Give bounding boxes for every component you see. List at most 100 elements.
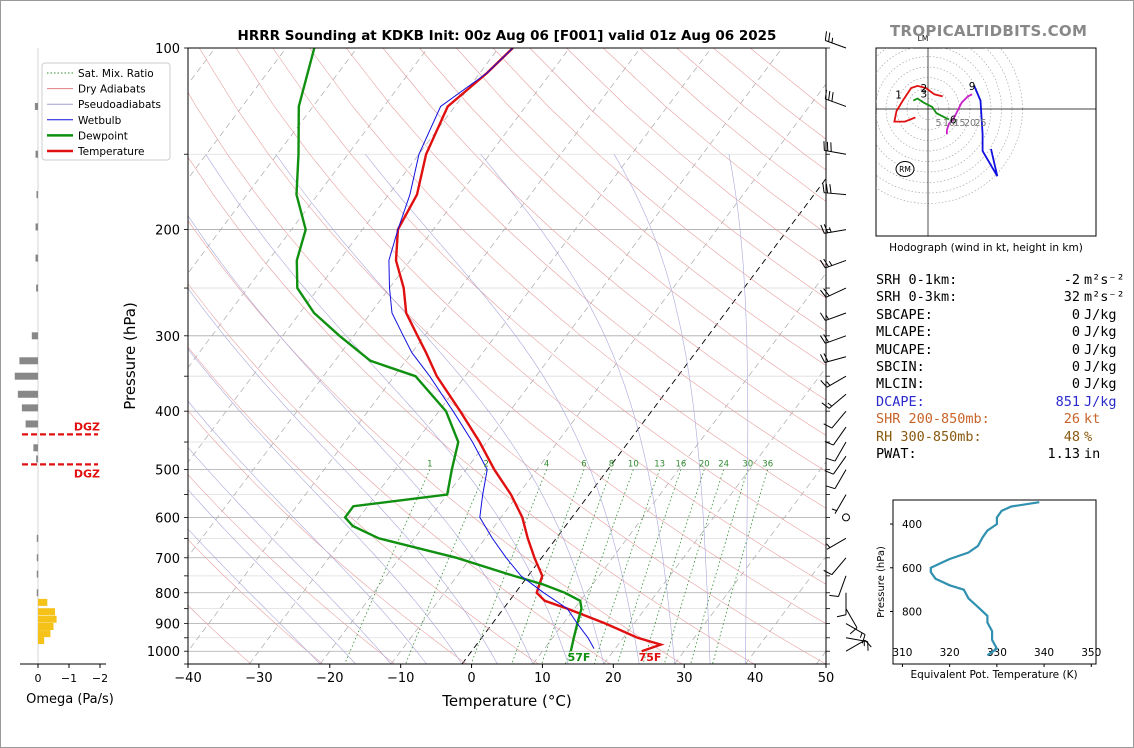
parameter-name: SRH 0-3km: <box>876 289 958 306</box>
hodograph-ring-label: 25 <box>974 118 986 129</box>
theta-e-x-tick-label: 330 <box>987 647 1007 659</box>
isotherm-line <box>461 177 826 664</box>
mixing-ratio-label: 30 <box>742 460 753 470</box>
dry-adiabat-line <box>529 48 826 299</box>
dry-adiabat-line <box>188 346 539 664</box>
wind-barb-staff <box>825 287 847 298</box>
surface-labels: 57F 75F <box>568 651 662 664</box>
mixing-ratio-label: 24 <box>718 460 729 470</box>
wind-barb-half <box>828 227 832 233</box>
hodograph-height-label: 2 <box>920 83 927 95</box>
mixing-ratio-label: 2 <box>483 460 488 470</box>
wind-barb-staff <box>845 639 866 652</box>
parameter-name: SHR 200-850mb: <box>876 411 990 428</box>
dry-adiabat-line <box>345 48 826 472</box>
mixing-ratio-labels: 1 2 4 6 8 10 13 16 20 24 30 36 <box>427 460 773 470</box>
omega-bar <box>35 223 38 231</box>
wind-barb-staff <box>845 623 866 636</box>
legend-box <box>41 62 171 161</box>
pseudoadiabat-line <box>188 489 356 664</box>
wind-barb-flag <box>823 423 833 429</box>
x-tick-label: 0 <box>467 671 475 686</box>
mixing-ratio-label: 1 <box>427 460 432 470</box>
wind-barb-flag <box>829 594 839 598</box>
dry-adiabat-line <box>272 48 826 547</box>
wind-barb-flag <box>828 32 831 42</box>
x-axis-ticks: −40 −30 −20 −10 0 10 20 30 40 50 <box>174 664 834 686</box>
isotherm-line <box>188 48 287 180</box>
omega-bar <box>19 357 38 365</box>
parameter-name: SRH 0-1km: <box>876 272 958 288</box>
wind-barb-flag <box>822 183 825 193</box>
wind-barb-flag <box>819 335 826 344</box>
isotherm-line <box>319 48 783 664</box>
theta-e-profile <box>929 501 1040 657</box>
parameter-unit: J/kg <box>1084 359 1117 376</box>
parameter-row: SBCAPE: 0 J/kg <box>876 307 1125 324</box>
wind-barb-staff <box>824 149 847 155</box>
wind-barb-half <box>826 543 831 548</box>
wind-barb-staff <box>838 575 847 597</box>
wind-barbs <box>819 31 872 652</box>
skewt-plot-border <box>187 47 827 665</box>
dry-adiabat-line <box>188 604 252 664</box>
wind-barb-flag <box>824 470 834 475</box>
wind-barb-flag <box>849 627 858 635</box>
dry-adiabat-line <box>188 283 611 664</box>
skewt-plot: 1 2 4 6 8 10 13 16 20 24 30 36 −40 −30 −20 −10 0 10 20 30 4… <box>121 42 834 710</box>
mixing-ratio-label: 10 <box>628 460 639 470</box>
legend-label: Pseudoadiabats <box>78 99 161 111</box>
dry-adiabat-line <box>309 48 826 509</box>
theta-e-x-label: Equivalent Pot. Temperature (K) <box>910 669 1077 681</box>
wind-barb-flag <box>824 31 828 41</box>
x-tick-label: −20 <box>316 671 343 686</box>
legend-label: Dry Adiabats <box>78 84 146 96</box>
wind-barb-half <box>827 402 833 407</box>
parameter-table: SRH 0-1km: -2 m²s⁻² SRH 0-3km: 32 m²s⁻² SBCAPE… <box>876 272 1125 463</box>
wind-barb-half <box>826 381 831 386</box>
omega-panel: DGZ DGZ 0 −1 −2 Omega (Pa/s) <box>14 48 114 707</box>
omega-bar <box>17 390 38 398</box>
parameter-row: PWAT: 1.13 in <box>876 446 1125 463</box>
dgz-label: DGZ <box>74 467 100 480</box>
wind-barb-flag <box>823 224 829 233</box>
mixing-ratio-line <box>617 469 682 664</box>
legend-label: Temperature <box>77 146 145 158</box>
y-tick-label: 200 <box>155 224 180 239</box>
mixing-ratio-label: 20 <box>699 460 710 470</box>
parameter-unit: J/kg <box>1084 376 1117 393</box>
x-tick-label: −40 <box>174 671 201 686</box>
dry-adiabat-line <box>188 220 683 664</box>
y-tick-label: 700 <box>155 552 180 567</box>
pseudoadiabat-line <box>188 400 427 664</box>
dry-adiabat-line <box>382 48 826 436</box>
chart-title: HRRR Sounding at KDKB Init: 00z Aug 06 [… <box>238 28 777 44</box>
wind-barb-flag <box>819 259 826 269</box>
parameter-value: 0 <box>1071 324 1080 341</box>
parameter-name: DCAPE: <box>876 393 925 410</box>
parameter-name: PWAT: <box>876 446 917 463</box>
y-tick-label: 500 <box>155 464 180 479</box>
parameter-value: 851 <box>1055 393 1080 410</box>
wind-barb-staff <box>825 335 847 344</box>
pseudoadiabat-line <box>188 528 321 664</box>
wind-barb-flag <box>828 90 831 101</box>
omega-bar <box>21 404 38 412</box>
mixing-ratio-line <box>642 469 705 664</box>
pseudoadiabat-line <box>613 154 711 664</box>
isotherm-line <box>188 48 358 274</box>
legend: Sat. Mix. Ratio Dry Adiabats Pseudoadiabat… <box>41 62 171 161</box>
hodograph-ring-label: 10 <box>943 118 955 129</box>
parameter-row: RH 300-850mb: 48% <box>876 429 1125 446</box>
parameter-row: MLCAPE: 0 J/kg <box>876 324 1125 341</box>
theta-e-ticks: 310 320 330 340 350 400 600 800 <box>890 519 1101 667</box>
dgz-label: DGZ <box>74 420 100 433</box>
y-axis-ticks: 100 200 300 400 500 600 700 800 900 1000 <box>147 42 830 665</box>
skewt-background-lines <box>188 48 826 664</box>
hodograph-height-label: 9 <box>969 81 976 93</box>
dry-adiabat-line <box>456 48 826 366</box>
theta-e-y-tick-label: 600 <box>902 563 922 575</box>
omega-bar <box>36 554 39 562</box>
parameter-name: MLCIN: <box>876 376 925 393</box>
wind-barb-flag <box>836 614 847 618</box>
